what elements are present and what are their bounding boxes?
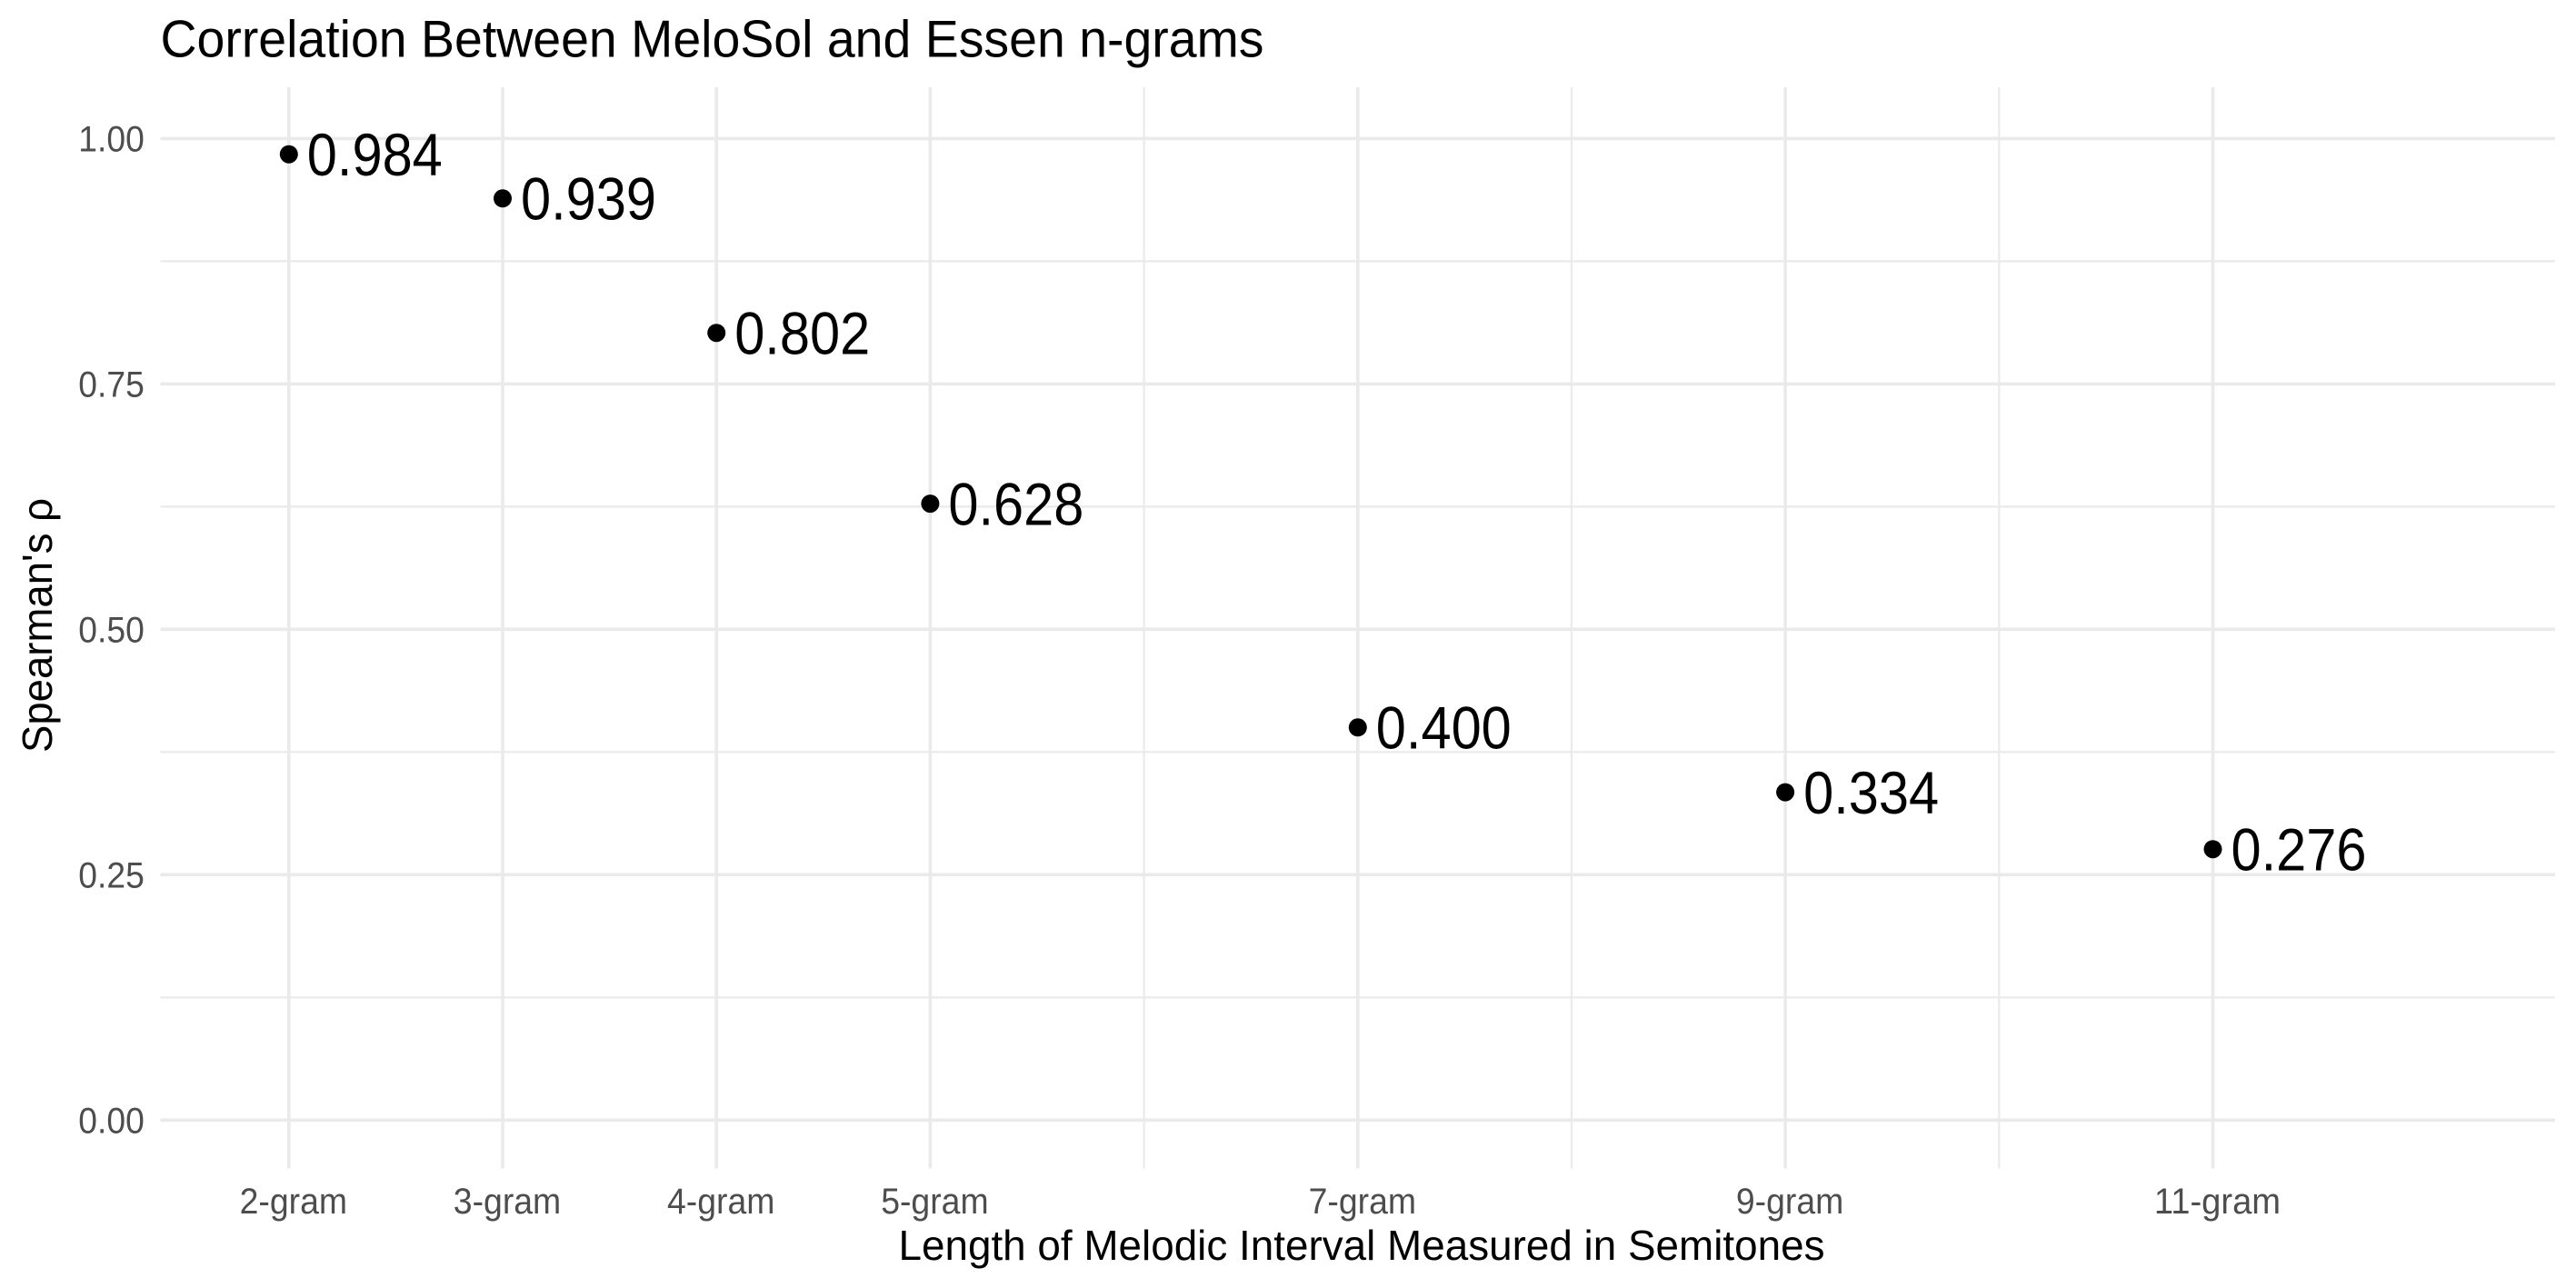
svg-text:5-gram: 5-gram	[881, 1182, 988, 1222]
svg-text:0.00: 0.00	[78, 1101, 145, 1141]
svg-text:7-gram: 7-gram	[1309, 1182, 1416, 1222]
svg-text:4-gram: 4-gram	[667, 1182, 774, 1222]
svg-text:0.400: 0.400	[1376, 694, 1512, 762]
svg-text:9-gram: 9-gram	[1736, 1182, 1843, 1222]
svg-text:0.276: 0.276	[2232, 816, 2367, 884]
svg-text:0.939: 0.939	[521, 165, 656, 233]
svg-text:0.334: 0.334	[1803, 759, 1939, 826]
svg-text:0.628: 0.628	[948, 470, 1083, 537]
svg-text:1.00: 1.00	[78, 119, 145, 159]
svg-text:Spearman's ρ: Spearman's ρ	[14, 498, 61, 753]
svg-text:Length of Melodic Interval Mea: Length of Melodic Interval Measured in S…	[899, 1222, 1825, 1269]
svg-text:0.984: 0.984	[307, 121, 443, 188]
svg-text:0.802: 0.802	[734, 300, 870, 367]
svg-text:3-gram: 3-gram	[454, 1182, 561, 1222]
svg-text:2-gram: 2-gram	[240, 1182, 347, 1222]
svg-text:0.25: 0.25	[78, 855, 145, 895]
svg-text:11-gram: 11-gram	[2154, 1182, 2281, 1222]
svg-text:0.75: 0.75	[78, 364, 145, 404]
svg-text:Correlation Between MeloSol an: Correlation Between MeloSol and Essen n-…	[161, 11, 1264, 69]
svg-text:0.50: 0.50	[78, 610, 145, 650]
